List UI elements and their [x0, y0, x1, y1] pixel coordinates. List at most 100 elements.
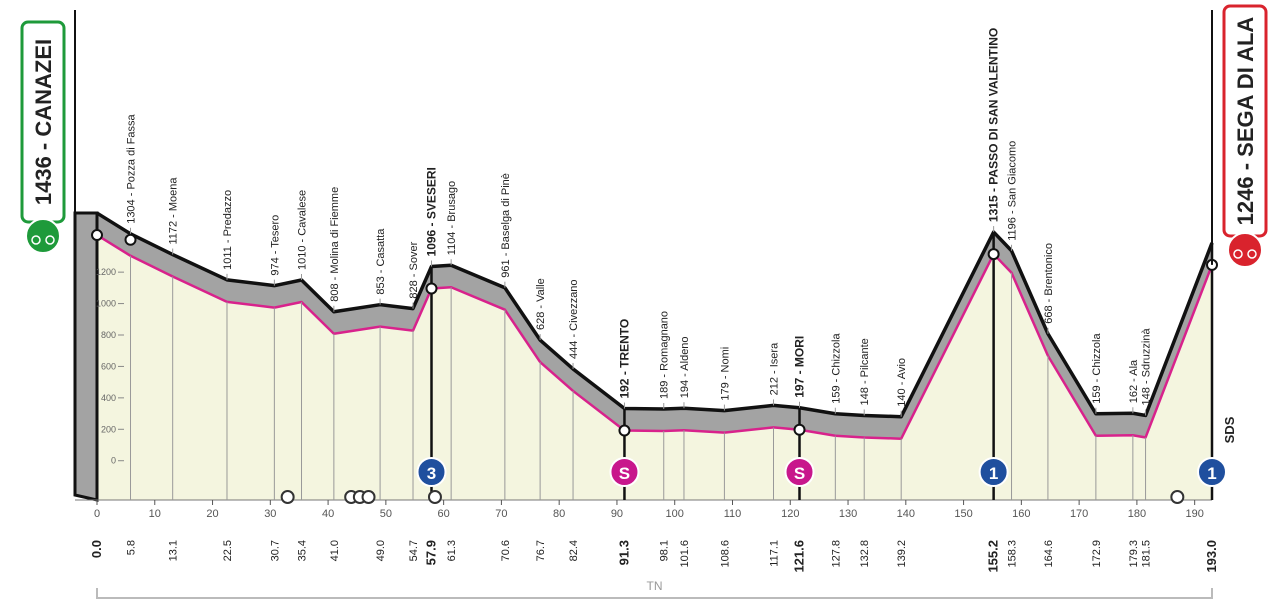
- x-tick-label: 130: [839, 508, 857, 520]
- y-tick-label: 800: [101, 330, 116, 340]
- place-label: 961 - Baselga di Pinè: [500, 173, 512, 278]
- distance-label: 91.3: [616, 540, 631, 565]
- profile-top-line: [96, 211, 1214, 419]
- y-tick-label: 600: [101, 361, 116, 371]
- distance-label: 155.2: [986, 540, 1001, 573]
- distance-label: 13.1: [168, 540, 180, 561]
- x-tick-label: 50: [380, 508, 392, 520]
- distance-label: 158.3: [1007, 540, 1019, 568]
- place-label: 1315 - PASSO DI SAN VALENTINO: [987, 28, 1001, 222]
- profile-line: [96, 233, 1214, 440]
- x-tick-label: 120: [781, 508, 799, 520]
- x-tick-label: 110: [724, 508, 742, 520]
- climb-marker: [978, 457, 1009, 487]
- region-label: TN: [647, 579, 663, 593]
- place-label: 444 - Civezzano: [568, 279, 580, 359]
- x-tick-label: 140: [897, 508, 915, 520]
- finish-label: 1246 - SEGA DI ALA: [1233, 17, 1258, 226]
- distance-label: 193.0: [1204, 540, 1219, 573]
- place-label: 192 - TRENTO: [617, 319, 631, 399]
- distance-label: 49.0: [375, 540, 387, 561]
- x-tick-label: 190: [1185, 508, 1203, 520]
- place-label: 1010 - Cavalese: [297, 190, 309, 270]
- waypoint-dot: [124, 233, 137, 246]
- x-tick-label: 40: [322, 508, 334, 520]
- waypoint-dot: [793, 423, 806, 436]
- distance-label: 181.5: [1141, 540, 1153, 568]
- x-tick-label: 10: [149, 508, 161, 520]
- icon-wheel: [45, 235, 55, 245]
- place-label: 668 - Brentonico: [1043, 243, 1055, 324]
- place-label: 189 - Romagnano: [659, 311, 671, 399]
- x-tick-label: 70: [495, 508, 507, 520]
- place-label: 179 - Nomi: [719, 347, 731, 401]
- x-tick-label: 0: [94, 508, 100, 520]
- distance-label: 172.9: [1091, 540, 1103, 568]
- icon-wheel: [1233, 249, 1243, 259]
- distance-label: 30.7: [269, 540, 281, 561]
- x-tick-label: 160: [1012, 508, 1030, 520]
- distance-label: 41.0: [329, 540, 341, 561]
- marker-label: 1: [1207, 464, 1216, 483]
- climb-marker: [1197, 457, 1227, 487]
- place-label: 212 - Isera: [769, 342, 781, 395]
- distance-label: 82.4: [568, 540, 580, 561]
- climb-marker: [609, 457, 640, 487]
- place-label: 140 - Avio: [896, 358, 908, 407]
- tunnel-icon: [427, 490, 442, 504]
- x-tick-label: 100: [666, 508, 684, 520]
- place-label: 1172 - Moena: [168, 177, 180, 245]
- y-tick-label: 1200: [96, 267, 116, 277]
- distance-label: 164.6: [1043, 540, 1055, 568]
- icon: [1227, 232, 1263, 268]
- icon-wheel: [1247, 249, 1257, 259]
- distance-label: 179.3: [1128, 540, 1140, 568]
- y-tick-label: 400: [101, 393, 116, 403]
- icon: [25, 218, 61, 254]
- distance-label: 132.8: [859, 540, 871, 568]
- tunnel-icon: [361, 490, 376, 504]
- place-label: 162 - Ala: [1128, 359, 1140, 403]
- distance-label: 121.6: [792, 540, 807, 573]
- start-wall: [73, 211, 99, 502]
- marker-label: 1: [989, 464, 998, 483]
- waypoint-dot: [91, 229, 103, 242]
- distance-label: 22.5: [222, 540, 234, 561]
- place-label: 974 - Tesero: [269, 215, 281, 276]
- climb-marker: [416, 457, 447, 487]
- logo: SDS: [1222, 416, 1237, 443]
- distance-label: 5.8: [126, 540, 138, 555]
- profile-fill: [97, 213, 1212, 501]
- y-tick-label: 200: [101, 424, 116, 434]
- marker-label: 3: [427, 464, 436, 483]
- place-label: 159 - Chizzola: [830, 333, 842, 404]
- place-label: 1011 - Predazzo: [222, 190, 234, 270]
- x-tick-label: 80: [553, 508, 565, 520]
- distance-label: 139.2: [896, 540, 908, 568]
- place-label: 197 - MORI: [793, 336, 807, 398]
- place-label: 1104 - Brusago: [446, 181, 458, 255]
- x-tick-label: 180: [1128, 508, 1146, 520]
- distance-label: 61.3: [446, 540, 458, 561]
- y-tick-label: 1000: [96, 299, 116, 309]
- place-label: 828 - Sover: [408, 241, 420, 298]
- place-label: 1096 - SVESERI: [425, 167, 439, 256]
- distance-label: 117.1: [769, 540, 781, 567]
- y-tick-label: 0: [111, 456, 116, 466]
- x-tick-label: 20: [206, 508, 218, 520]
- profile-band: [97, 213, 1212, 439]
- distance-label: 108.6: [719, 540, 731, 568]
- place-label: 808 - Molina di Fiemme: [329, 187, 341, 302]
- distance-label: 35.4: [297, 540, 309, 561]
- place-label: 1196 - San Giacomo: [1007, 141, 1019, 241]
- distance-label: 76.7: [535, 540, 547, 561]
- tunnel-icon: [280, 490, 295, 504]
- place-label: 1304 - Pozza di Fassa: [126, 113, 138, 223]
- distance-label: 54.7: [408, 540, 420, 561]
- distance-label: 57.9: [424, 540, 439, 565]
- x-tick-label: 30: [264, 508, 276, 520]
- x-tick-label: 150: [954, 508, 972, 520]
- start-label: 1436 - CANAZEI: [31, 39, 56, 205]
- waypoint-dot: [425, 282, 438, 295]
